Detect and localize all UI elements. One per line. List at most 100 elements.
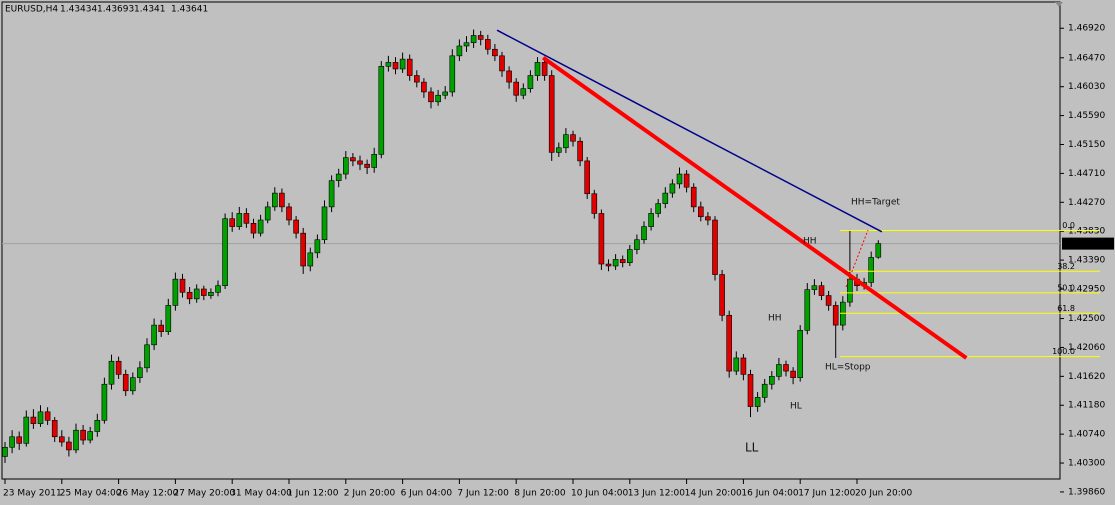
candle-body [279, 192, 285, 208]
candle-body [804, 289, 811, 331]
x-tick-label: 16 Jun 04:00 [741, 489, 798, 499]
candle-body [236, 213, 243, 227]
candle-body [328, 180, 335, 208]
candle-body [51, 420, 58, 438]
ohlc-value: 1.43434 [60, 5, 97, 15]
candle-body [825, 295, 832, 306]
x-tick-label: 31 May 04:00 [230, 489, 292, 499]
candle-body [243, 213, 250, 224]
y-tick-label: 1.46030 [1068, 82, 1105, 92]
fib-label: 100.0 [1052, 347, 1075, 356]
candle-body [477, 35, 484, 40]
candle-body [740, 357, 747, 375]
fib-label: 61.8 [1057, 304, 1075, 313]
candle-body [413, 75, 420, 83]
candle-body [697, 206, 704, 218]
candle-body [165, 305, 172, 332]
candle-body [754, 397, 761, 407]
candle-body [449, 55, 456, 93]
candle-body [2, 446, 8, 457]
candle-body [406, 58, 413, 76]
candle-body [264, 206, 271, 221]
candle-body [690, 186, 697, 208]
candle-body [158, 324, 164, 332]
candle-body [16, 436, 23, 444]
candle-body [399, 58, 406, 70]
candle-body [385, 62, 392, 67]
y-tick-label: 1.45590 [1068, 111, 1105, 121]
candle-body [293, 219, 299, 234]
candle-body [335, 173, 342, 181]
candle-body [520, 88, 527, 96]
candle-body [364, 163, 370, 168]
candle-body [761, 383, 768, 398]
candle-body [584, 160, 591, 195]
candle-body [201, 288, 207, 296]
x-tick-label: 14 Jun 20:00 [685, 489, 742, 499]
y-tick-label: 1.46470 [1068, 53, 1105, 63]
candle-body [797, 330, 804, 378]
x-tick-label: 2 Jun 20:00 [344, 489, 396, 499]
candle-body [122, 374, 129, 392]
candle-body [790, 370, 796, 378]
x-tick-label: 8 Jun 20:00 [514, 489, 566, 499]
candle-body [428, 91, 434, 103]
candle-body [747, 374, 754, 407]
candle-body [712, 219, 718, 275]
candle-body [44, 411, 51, 421]
candle-body [215, 285, 221, 293]
candle-body [619, 259, 626, 264]
candle-body [847, 278, 853, 303]
y-tick-label: 1.45150 [1068, 140, 1105, 150]
candle-body [193, 288, 200, 300]
y-tick-label: 1.43390 [1068, 256, 1105, 266]
candle-body [314, 239, 321, 254]
x-tick-label: 6 Jun 04:00 [401, 489, 453, 499]
candle-body [577, 140, 583, 162]
candle-body [655, 203, 662, 214]
candle-body [818, 285, 825, 296]
candle-body [669, 183, 676, 194]
x-tick-label: 7 Jun 12:00 [457, 489, 509, 499]
candle-body [229, 218, 235, 227]
candle-body [811, 285, 818, 290]
x-tick-label: 1 Jun 12:00 [287, 489, 339, 499]
x-tick-label: 10 Jun 04:00 [571, 489, 628, 499]
candle-body [23, 416, 30, 444]
x-tick-label: 13 Jun 12:00 [628, 489, 685, 499]
y-tick-label: 1.42500 [1068, 314, 1105, 324]
candle-body [94, 420, 101, 432]
y-tick-label: 1.41620 [1068, 372, 1105, 382]
candle-body [768, 376, 775, 385]
candle-body [868, 257, 875, 283]
candle-body [378, 66, 385, 155]
annotation: HH=Target [851, 198, 900, 208]
candle-body [101, 383, 108, 421]
x-tick-label: 17 Jun 12:00 [798, 489, 855, 499]
y-tick-label: 1.40740 [1068, 430, 1105, 440]
fib-label: 38.2 [1057, 262, 1075, 271]
candle-body [115, 360, 122, 375]
x-tick-label: 27 May 20:00 [173, 489, 235, 499]
candle-body [875, 243, 882, 258]
candle-body [705, 216, 711, 221]
candle-body [286, 206, 292, 221]
candle-body [307, 252, 314, 267]
candle-body [470, 35, 477, 43]
candle-body [342, 157, 349, 175]
candle-body [733, 357, 740, 372]
trendline [542, 56, 968, 360]
annotation: LL [745, 441, 759, 455]
y-tick-label: 1.44710 [1068, 169, 1105, 179]
x-tick-label: 20 Jun 20:00 [855, 489, 912, 499]
candle-body [626, 249, 633, 264]
candle-body [208, 291, 214, 296]
candle-body [350, 157, 356, 162]
candle-body [534, 62, 541, 76]
candle-body [73, 429, 79, 451]
candle-body [548, 75, 555, 153]
y-tick-label: 1.42950 [1068, 284, 1105, 294]
candle-body [172, 278, 179, 306]
y-tick-label: 1.44270 [1068, 198, 1105, 208]
